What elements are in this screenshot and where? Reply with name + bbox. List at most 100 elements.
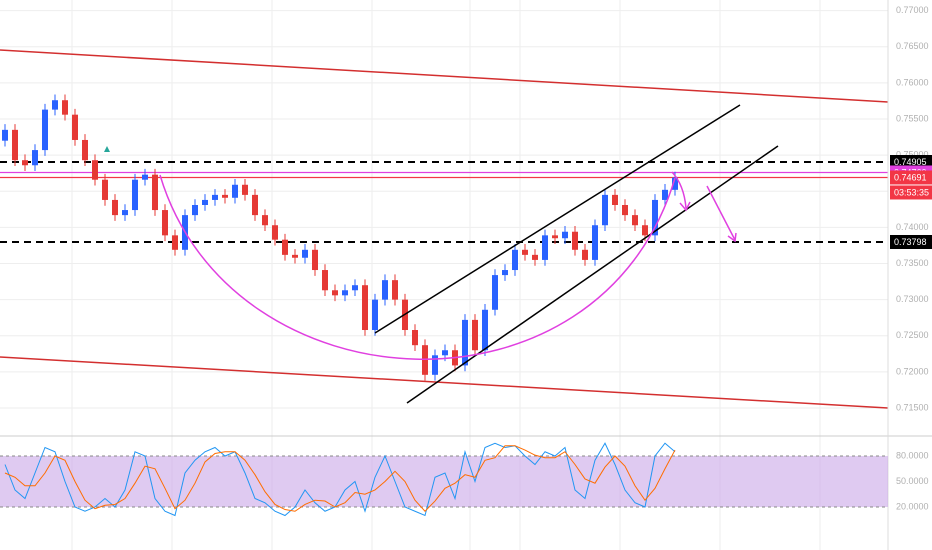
candle-body	[322, 270, 328, 291]
y-tick-label: 0.73500	[896, 258, 929, 268]
candle-body	[532, 254, 538, 260]
candle-body	[592, 225, 598, 260]
arrow	[671, 171, 687, 209]
price-label: 0.73798	[894, 237, 927, 247]
cup-arc	[159, 174, 676, 360]
candle-body	[212, 194, 218, 200]
candle-body	[412, 330, 418, 346]
candle-body	[562, 231, 568, 239]
price-label-box	[890, 170, 932, 185]
y-tick-label: 0.77000	[896, 5, 929, 15]
countdown: 03:53:35	[894, 187, 929, 197]
candle-body	[132, 179, 138, 211]
candle-body	[162, 210, 168, 236]
candle-body	[372, 299, 378, 331]
candle-body	[352, 285, 358, 291]
candle-body	[582, 249, 588, 260]
candle-body	[292, 254, 298, 258]
candle-body	[472, 319, 478, 351]
candle-body	[82, 139, 88, 161]
candle-body	[62, 100, 68, 115]
candle-body	[492, 275, 498, 310]
stoch-line	[4, 442, 676, 517]
candle-body	[512, 249, 518, 271]
candle-body	[572, 231, 578, 250]
y2-tick-label: 50.0000	[896, 476, 929, 486]
candle-body	[2, 129, 8, 141]
candle-body	[222, 194, 228, 198]
candle-body	[232, 184, 238, 198]
trend-line	[0, 49, 889, 103]
candle-body	[112, 199, 118, 216]
y-tick-label: 0.72000	[896, 366, 929, 376]
channel-line	[406, 145, 779, 404]
candle-body	[382, 280, 388, 300]
y2-tick-label: 20.0000	[896, 501, 929, 511]
y-tick-label: 0.74000	[896, 222, 929, 232]
candle-body	[52, 100, 58, 110]
y-tick-label: 0.72500	[896, 330, 929, 340]
y-tick-label: 0.71500	[896, 402, 929, 412]
signal-marker	[104, 146, 110, 152]
candle-body	[432, 355, 438, 375]
candle-body	[32, 150, 38, 166]
y2-tick-label: 80.0000	[896, 450, 929, 460]
candle-body	[612, 194, 618, 205]
candle-body	[462, 319, 468, 366]
candle-body	[342, 290, 348, 296]
candle-body	[152, 174, 158, 211]
candle-body	[272, 225, 278, 240]
stoch-band	[0, 456, 888, 507]
candle-body	[122, 210, 128, 216]
candle-body	[602, 194, 608, 226]
candle-body	[332, 290, 338, 296]
price-label: 0.74905	[894, 157, 927, 167]
candle-body	[252, 194, 258, 216]
candle-body	[622, 204, 628, 216]
drawings	[0, 49, 889, 409]
candle-body	[302, 249, 308, 258]
candle-body	[672, 177, 678, 190]
arrow-head	[679, 201, 691, 212]
arrow	[706, 185, 736, 241]
candle-body	[92, 160, 98, 180]
candle-body	[202, 199, 208, 205]
candle-body	[662, 189, 668, 200]
candle-body	[642, 225, 648, 236]
candle-body	[42, 109, 48, 151]
candle-body	[502, 270, 508, 276]
candle-body	[262, 215, 268, 226]
candle-body	[312, 249, 318, 271]
candle-body	[12, 129, 18, 161]
trend-line	[0, 356, 889, 409]
candle-body	[632, 215, 638, 226]
candle-body	[552, 235, 558, 239]
y-tick-label: 0.76000	[896, 77, 929, 87]
price-label-box	[890, 234, 932, 249]
candle-body	[392, 280, 398, 300]
price-label: 0.74691	[894, 172, 927, 182]
candle-body	[362, 285, 368, 331]
candle-body	[652, 199, 658, 236]
candle-body	[242, 184, 248, 195]
candle-body	[102, 179, 108, 200]
stoch-line	[4, 445, 676, 512]
y-tick-label: 0.75500	[896, 113, 929, 123]
candle-body	[142, 174, 148, 180]
candle-body	[522, 249, 528, 255]
candle-body	[22, 160, 28, 166]
candle-body	[172, 235, 178, 250]
channel-line	[374, 104, 741, 334]
candle-body	[282, 239, 288, 255]
arrow-head	[727, 232, 737, 243]
y-tick-label: 0.73000	[896, 294, 929, 304]
candle-body	[482, 309, 488, 351]
y-tick-label: 0.75000	[896, 150, 929, 160]
candle-body	[442, 350, 448, 356]
candle-body	[542, 235, 548, 260]
candle-body	[72, 114, 78, 140]
candle-body	[192, 204, 198, 216]
candle-body	[422, 345, 428, 375]
y-tick-label: 0.76500	[896, 41, 929, 51]
